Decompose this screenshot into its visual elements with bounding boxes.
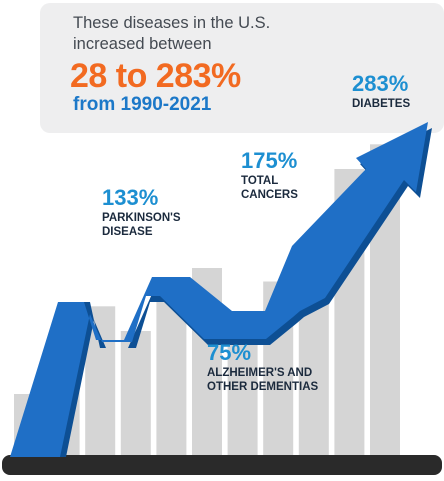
chart-base xyxy=(2,455,442,475)
parkinsons-label-1: PARKINSON'S xyxy=(102,212,181,224)
annotation-cancers: 175% TOTAL CANCERS xyxy=(241,150,298,202)
cancers-label-2: CANCERS xyxy=(241,189,298,201)
intro-line-1: These diseases in the U.S. xyxy=(73,14,271,32)
intro-text: These diseases in the U.S. increased bet… xyxy=(73,13,373,55)
period-text: from 1990-2021 xyxy=(73,94,212,115)
cancers-label-1: TOTAL xyxy=(241,175,279,187)
intro-panel xyxy=(40,3,444,133)
annotation-parkinsons: 133% PARKINSON'S DISEASE xyxy=(102,187,181,239)
parkinsons-value: 133% xyxy=(102,185,159,210)
trend-arrow xyxy=(10,122,428,457)
diabetes-value: 283% xyxy=(352,71,409,96)
diabetes-label-1: DIABETES xyxy=(352,98,411,110)
cancers-value: 175% xyxy=(241,148,298,173)
parkinsons-label-2: DISEASE xyxy=(102,226,153,238)
alzheimers-value: 75% xyxy=(207,340,252,365)
headline-range: 28 to 283% xyxy=(70,57,241,95)
bar-4 xyxy=(120,331,151,457)
alzheimers-label-1: ALZHEIMER'S AND xyxy=(207,367,313,379)
annotation-diabetes: 283% DIABETES xyxy=(352,73,410,111)
intro-line-2: increased between xyxy=(73,35,212,53)
alzheimers-label-2: OTHER DEMENTIAS xyxy=(207,381,319,393)
bar-5 xyxy=(156,297,187,458)
annotation-alzheimers: 75% ALZHEIMER'S AND OTHER DEMENTIAS xyxy=(207,342,318,394)
